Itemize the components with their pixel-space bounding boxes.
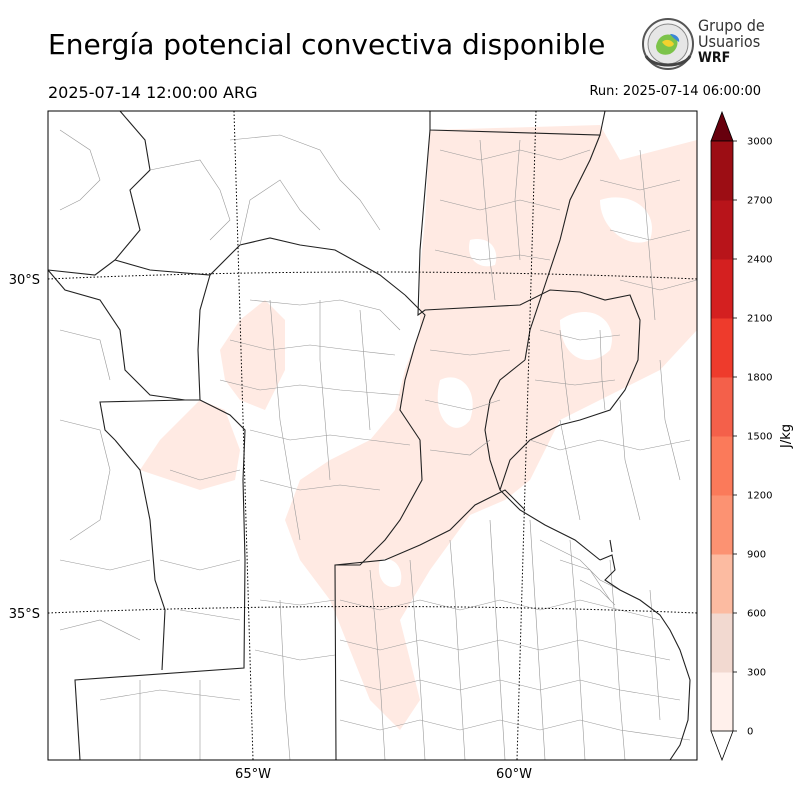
colorbar-tick-label: 900 — [747, 550, 766, 561]
colorbar-tick-label: 1200 — [747, 491, 772, 502]
run-time: Run: 2025-07-14 06:00:00 — [589, 84, 761, 99]
coastline — [599, 539, 691, 760]
logo-text: Grupo de Usuarios WRF — [698, 16, 765, 67]
colorbar-under-extension — [710, 730, 734, 762]
colorbar-segment — [711, 436, 733, 496]
colorbar-tick-label: 0 — [747, 727, 753, 738]
colorbar-segment — [711, 200, 733, 260]
colorbar-unit-label: J/kg — [779, 424, 794, 449]
valid-time: 2025-07-14 12:00:00 ARG — [48, 83, 258, 102]
page-title: Energía potencial convectiva disponible — [48, 28, 606, 61]
colorbar-segment — [711, 495, 733, 555]
colorbar-over-extension — [710, 110, 734, 142]
graticule — [48, 111, 697, 760]
colorbar-tick-label: 1500 — [747, 432, 772, 443]
lon-label-60w: 60°W — [496, 767, 532, 782]
logo-line-1: Grupo de — [698, 16, 765, 35]
colorbar-segment — [711, 672, 733, 732]
colorbar-tick-label: 2400 — [747, 255, 772, 266]
colorbar-tick-label: 2100 — [747, 314, 772, 325]
map-contents — [48, 111, 697, 760]
department-boundaries — [59, 129, 697, 760]
colorbar-tick-label: 300 — [747, 668, 766, 679]
map-frame — [47, 110, 698, 761]
colorbar-tick-label: 3000 — [747, 137, 772, 148]
wrf-emblem-icon — [642, 18, 694, 70]
colorbar-segment — [711, 259, 733, 319]
cape-gaps — [378, 197, 652, 588]
colorbar-segment — [711, 613, 733, 673]
logo-line-2: Usuarios — [698, 32, 761, 51]
colorbar-segment — [711, 554, 733, 614]
lat-label-35s: 35°S — [9, 607, 40, 622]
lon-label-65w: 65°W — [235, 767, 271, 782]
logo-line-3: WRF — [698, 50, 731, 66]
colorbar: 0 300 600 900 1200 1500 1800 2100 2400 2700 3000 — [710, 110, 772, 762]
colorbar-segment — [711, 377, 733, 437]
colorbar-tick-label: 1800 — [747, 373, 772, 384]
colorbar-tick-label: 600 — [747, 609, 766, 620]
colorbar-segment — [711, 318, 733, 378]
wrf-logo: Grupo de Usuarios WRF — [638, 16, 778, 74]
lat-label-30s: 30°S — [9, 273, 40, 288]
province-boundaries — [48, 111, 641, 760]
colorbar-tick-label: 2700 — [747, 196, 772, 207]
colorbar-segment — [711, 141, 733, 201]
